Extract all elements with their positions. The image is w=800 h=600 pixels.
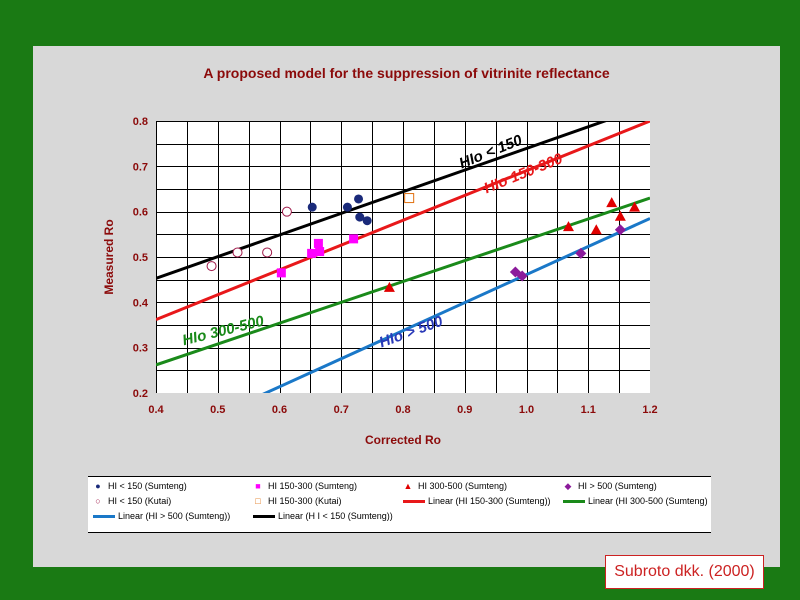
- legend-item: ◆ HI > 500 (Sumteng): [563, 481, 657, 492]
- data-point: [606, 197, 618, 208]
- x-tick-label: 0.8: [395, 404, 410, 416]
- data-point: [509, 266, 521, 278]
- x-tick-label: 0.5: [210, 404, 225, 416]
- data-point: [342, 202, 352, 212]
- legend-marker-icon: ●: [95, 481, 101, 491]
- legend-label: Linear (HI 300-500 (Sumteng): [588, 496, 708, 506]
- legend-line-icon: [403, 500, 425, 504]
- legend-item: Linear (HI > 500 (Sumteng)): [93, 511, 230, 521]
- x-tick-label: 0.6: [272, 404, 287, 416]
- legend-item: ● HI < 150 (Sumteng): [93, 481, 187, 491]
- legend-marker-icon: ■: [255, 481, 261, 491]
- y-tick-label: 0.2: [133, 388, 148, 400]
- data-point: [629, 201, 641, 212]
- legend-label: HI < 150 (Sumteng): [108, 481, 187, 491]
- x-tick-label: 1.2: [642, 404, 657, 416]
- chart-title: A proposed model for the suppression of …: [203, 65, 610, 81]
- x-axis-label: Corrected Ro: [365, 433, 441, 447]
- legend-item: ▲ HI 300-500 (Sumteng): [403, 481, 508, 491]
- legend-marker-icon: ▲: [403, 481, 413, 491]
- data-point: [362, 216, 372, 226]
- legend-label: HI 150-300 (Kutai): [268, 496, 342, 506]
- data-point: [614, 210, 626, 221]
- data-point: [307, 202, 317, 212]
- legend-label: HI 150-300 (Sumteng): [268, 481, 358, 491]
- x-tick-label: 1.1: [581, 404, 596, 416]
- data-point: [562, 221, 574, 232]
- data-point: [281, 206, 292, 217]
- x-tick-label: 0.7: [334, 404, 349, 416]
- y-tick-label: 0.7: [133, 161, 148, 173]
- data-point: [262, 247, 273, 258]
- legend-marker-icon: ◆: [564, 481, 572, 491]
- legend-label: Linear (H I < 150 (Sumteng)): [278, 511, 393, 521]
- legend-item: Linear (HI 150-300 (Sumteng)): [403, 496, 551, 506]
- chart-plot: 0.4 0.5 0.6 0.7 0.8 0.9 1.0 1.1 1.2 0.2 0.3 0.4 0.5 0…: [102, 116, 658, 447]
- data-point: [206, 261, 217, 272]
- data-point: [590, 224, 602, 235]
- trendline: [156, 121, 650, 321]
- legend-item: □ HI 150-300 (Kutai): [253, 496, 342, 506]
- x-tick-label: 0.9: [457, 404, 472, 416]
- legend-line-icon: [563, 500, 585, 504]
- data-point: [575, 247, 587, 259]
- data-point: [313, 238, 323, 248]
- y-tick-label: 0.4: [133, 297, 149, 309]
- chart-legend: ● HI < 150 (Sumteng) ■ HI 150-300 (Sumteng)…: [88, 476, 711, 533]
- y-tick-label: 0.6: [133, 207, 148, 219]
- data-point: [349, 234, 359, 244]
- data-points: [206, 193, 641, 292]
- grid-lines: [156, 121, 650, 393]
- legend-item: Linear (HI 300-500 (Sumteng): [563, 496, 708, 506]
- legend-label: Linear (HI 150-300 (Sumteng)): [428, 496, 551, 506]
- data-point: [516, 270, 528, 282]
- data-point: [383, 281, 395, 292]
- trendline: [262, 217, 650, 393]
- data-point: [315, 247, 325, 257]
- data-point: [276, 268, 286, 278]
- data-point: [232, 247, 243, 258]
- legend-marker-icon: ○: [95, 496, 101, 506]
- legend-marker-icon: □: [255, 496, 261, 506]
- legend-item: Linear (H I < 150 (Sumteng)): [253, 511, 393, 521]
- data-point: [614, 224, 626, 236]
- data-point: [355, 212, 365, 222]
- legend-line-icon: [93, 515, 115, 519]
- source-caption: Subroto dkk. (2000): [605, 555, 764, 589]
- legend-item: ○ HI < 150 (Kutai): [93, 496, 171, 506]
- legend-label: HI < 150 (Kutai): [108, 496, 172, 506]
- y-axis-label: Measured Ro: [102, 219, 116, 294]
- data-point: [404, 193, 415, 204]
- data-point: [307, 248, 317, 258]
- y-tick-label: 0.8: [133, 116, 148, 128]
- y-tick-label: 0.5: [133, 252, 148, 264]
- legend-label: HI 300-500 (Sumteng): [418, 481, 508, 491]
- x-tick-label: 0.4: [148, 404, 164, 416]
- x-tick-label: 1.0: [519, 404, 534, 416]
- legend-line-icon: [253, 515, 275, 519]
- slide-panel: A proposed model for the suppression of …: [33, 46, 780, 589]
- legend-label: HI > 500 (Sumteng): [578, 481, 657, 491]
- data-point: [354, 194, 364, 204]
- legend-label: Linear (HI > 500 (Sumteng)): [118, 511, 231, 521]
- legend-item: ■ HI 150-300 (Sumteng): [253, 481, 357, 491]
- y-tick-label: 0.3: [133, 343, 148, 355]
